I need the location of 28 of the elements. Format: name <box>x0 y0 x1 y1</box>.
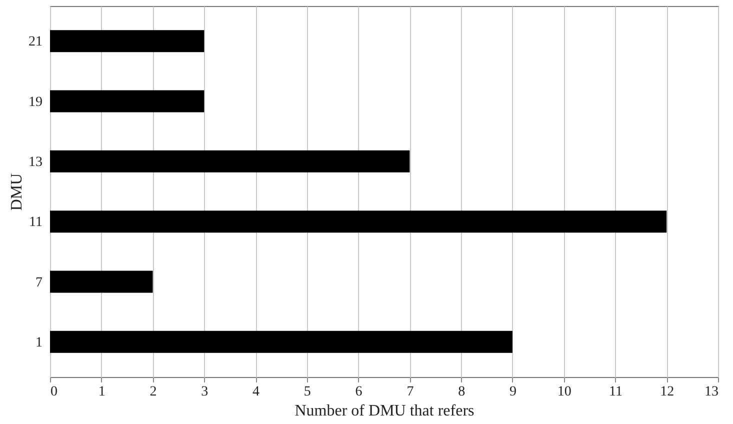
x-tick-label: 1 <box>98 384 106 400</box>
bar <box>50 330 512 353</box>
x-tick-label: 10 <box>557 384 572 400</box>
x-tick-label: 4 <box>252 384 260 400</box>
x-tick-label: 0 <box>50 384 58 400</box>
x-axis-title: Number of DMU that refers <box>294 402 474 420</box>
x-tick-label: 8 <box>458 384 466 400</box>
x-tick-label: 7 <box>406 384 414 400</box>
y-axis-title: DMU <box>8 172 26 211</box>
x-tick-label: 13 <box>704 384 718 400</box>
x-tick-label: 9 <box>509 384 516 400</box>
y-tick-label: 7 <box>36 275 42 290</box>
bar <box>50 150 410 172</box>
bar <box>50 210 667 233</box>
x-tick-label: 6 <box>355 384 362 400</box>
x-tick-label: 11 <box>608 384 622 400</box>
x-tick-label: 5 <box>304 384 311 400</box>
y-tick-label: 19 <box>28 94 42 110</box>
x-tick-label: 3 <box>201 384 208 400</box>
y-tick-label: 13 <box>28 154 42 170</box>
x-tick-label: 2 <box>150 384 157 400</box>
y-tick-label: 1 <box>36 335 42 350</box>
y-tick-label: 11 <box>29 215 42 230</box>
x-tick-label: 12 <box>660 384 674 400</box>
bar <box>50 30 204 52</box>
y-tick-label: 21 <box>28 34 42 50</box>
bar <box>50 90 204 112</box>
bar <box>50 270 153 293</box>
